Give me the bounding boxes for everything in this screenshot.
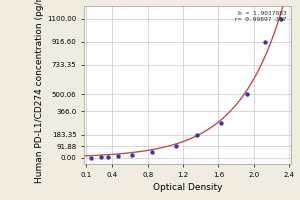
Point (88, 156, 93, 159)
X-axis label: Optical Density: Optical Density (153, 183, 222, 192)
Point (99, 156, 103, 159)
Point (174, 145, 179, 148)
Point (150, 150, 155, 153)
Text: b = 1.9037083
r= 0.99897 367: b = 1.9037083 r= 0.99897 367 (234, 11, 287, 22)
Point (218, 121, 223, 125)
Point (130, 153, 134, 156)
Point (245, 93, 250, 96)
Point (116, 154, 120, 158)
Point (279, 17, 284, 20)
Y-axis label: Human PD-L1/CD274 concentration (pg/ml): Human PD-L1/CD274 concentration (pg/ml) (35, 0, 44, 183)
Point (194, 133, 199, 136)
Point (106, 155, 111, 158)
Point (262, 40, 267, 43)
